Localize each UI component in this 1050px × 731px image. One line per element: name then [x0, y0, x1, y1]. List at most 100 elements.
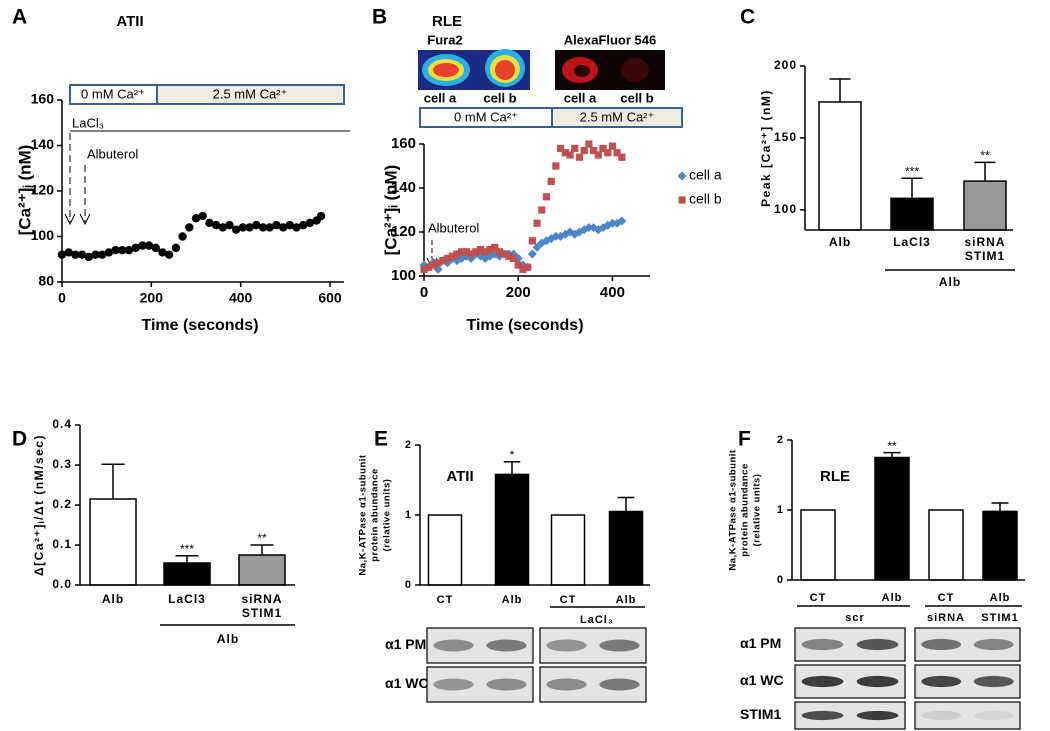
x-tick-label: Alb — [990, 592, 1011, 604]
bar — [608, 510, 644, 586]
bar — [818, 101, 862, 231]
legend-label: cell a — [689, 167, 722, 183]
point — [218, 223, 227, 232]
point — [131, 243, 140, 253]
x-tick-label: Alb — [882, 592, 903, 604]
y-axis-title: protein abundance — [740, 463, 751, 556]
y-axis-title: (relative units) — [752, 474, 763, 547]
x-tick-label: CT — [938, 592, 955, 604]
cell — [574, 65, 590, 77]
x-tick-label: Alb — [829, 235, 851, 249]
y-tick-label: 200 — [774, 58, 797, 72]
point — [486, 246, 494, 254]
cell — [433, 63, 459, 77]
blot-band — [973, 710, 1014, 721]
blot-band — [973, 638, 1014, 651]
y-tick-label: 2 — [777, 434, 784, 446]
condition-label: 0 mM Ca²⁺ — [81, 86, 145, 101]
condition-label: 0 mM Ca²⁺ — [454, 109, 518, 124]
y-tick-label: 150 — [774, 130, 797, 144]
point — [439, 257, 447, 265]
point — [538, 206, 546, 214]
point — [495, 248, 503, 256]
point — [458, 248, 466, 256]
point — [232, 225, 241, 234]
point — [77, 250, 87, 259]
x-tick-label: Alb — [502, 594, 523, 606]
cell — [495, 60, 515, 80]
point — [528, 237, 536, 245]
blot-band — [856, 638, 899, 651]
x-tick-label: STIM1 — [965, 249, 1005, 263]
panel-letter: C — [740, 6, 755, 29]
blot-band — [801, 638, 844, 651]
point — [443, 254, 452, 262]
y-tick-label: 140 — [31, 136, 55, 152]
point — [500, 250, 508, 258]
point — [584, 223, 594, 233]
group-label: LaCl₃ — [580, 614, 614, 626]
condition-label: 2.5 mM Ca²⁺ — [213, 86, 288, 101]
point — [448, 252, 456, 260]
blot-label: STIM1 — [740, 706, 781, 722]
arrow — [64, 213, 76, 226]
blot-band — [599, 678, 640, 691]
point — [118, 245, 127, 255]
point — [608, 142, 617, 150]
x-tick-label: Alb — [102, 592, 124, 606]
point — [509, 254, 518, 262]
blot-band — [801, 675, 844, 688]
point — [191, 214, 201, 223]
x-tick-label: 600 — [318, 290, 342, 306]
point — [527, 249, 537, 259]
bar — [550, 514, 586, 586]
y-tick-label: 120 — [31, 182, 55, 198]
significance: ** — [980, 149, 990, 163]
blot-label: α1 WC — [385, 675, 429, 691]
x-tick-label: CT — [810, 592, 827, 604]
legend-marker — [678, 196, 686, 204]
y-tick-label: 120 — [391, 223, 416, 240]
significance: ** — [887, 439, 897, 453]
point — [252, 220, 261, 230]
point — [590, 147, 598, 155]
y-tick-label: 0 — [405, 579, 412, 591]
y-axis-title: protein abundance — [370, 468, 381, 561]
x-tick-label: 0 — [420, 284, 428, 301]
legend-label: cell b — [689, 191, 722, 207]
point — [265, 223, 274, 232]
y-tick-label: 100 — [774, 202, 797, 216]
point — [485, 251, 495, 261]
point — [514, 261, 522, 269]
y-axis-title: Na,K-ATPase α1-subunit — [358, 454, 369, 576]
y-tick-label: 1 — [777, 504, 784, 516]
point — [462, 248, 470, 256]
cell-label: cell b — [620, 90, 653, 105]
legend-marker — [677, 171, 687, 181]
blot-band — [546, 678, 587, 691]
point — [519, 265, 527, 273]
y-axis-title: (relative units) — [382, 479, 393, 552]
blot-band — [599, 639, 640, 652]
significance: ** — [257, 531, 267, 545]
bar — [928, 509, 964, 581]
cell-label: cell a — [564, 90, 597, 105]
point — [481, 248, 489, 256]
image-label: Fura2 — [427, 32, 462, 47]
point — [238, 223, 248, 232]
point — [420, 265, 428, 273]
point — [585, 140, 593, 148]
point — [316, 211, 326, 221]
point — [551, 231, 561, 241]
point — [467, 250, 475, 258]
point — [532, 242, 542, 252]
blot-band — [801, 710, 844, 721]
y-tick-label: 100 — [31, 227, 55, 243]
point — [494, 251, 504, 261]
x-tick-label: siRNA — [241, 592, 282, 606]
point — [185, 223, 194, 232]
point — [505, 252, 513, 260]
significance: *** — [905, 164, 919, 178]
point — [434, 259, 442, 267]
point — [171, 243, 181, 253]
